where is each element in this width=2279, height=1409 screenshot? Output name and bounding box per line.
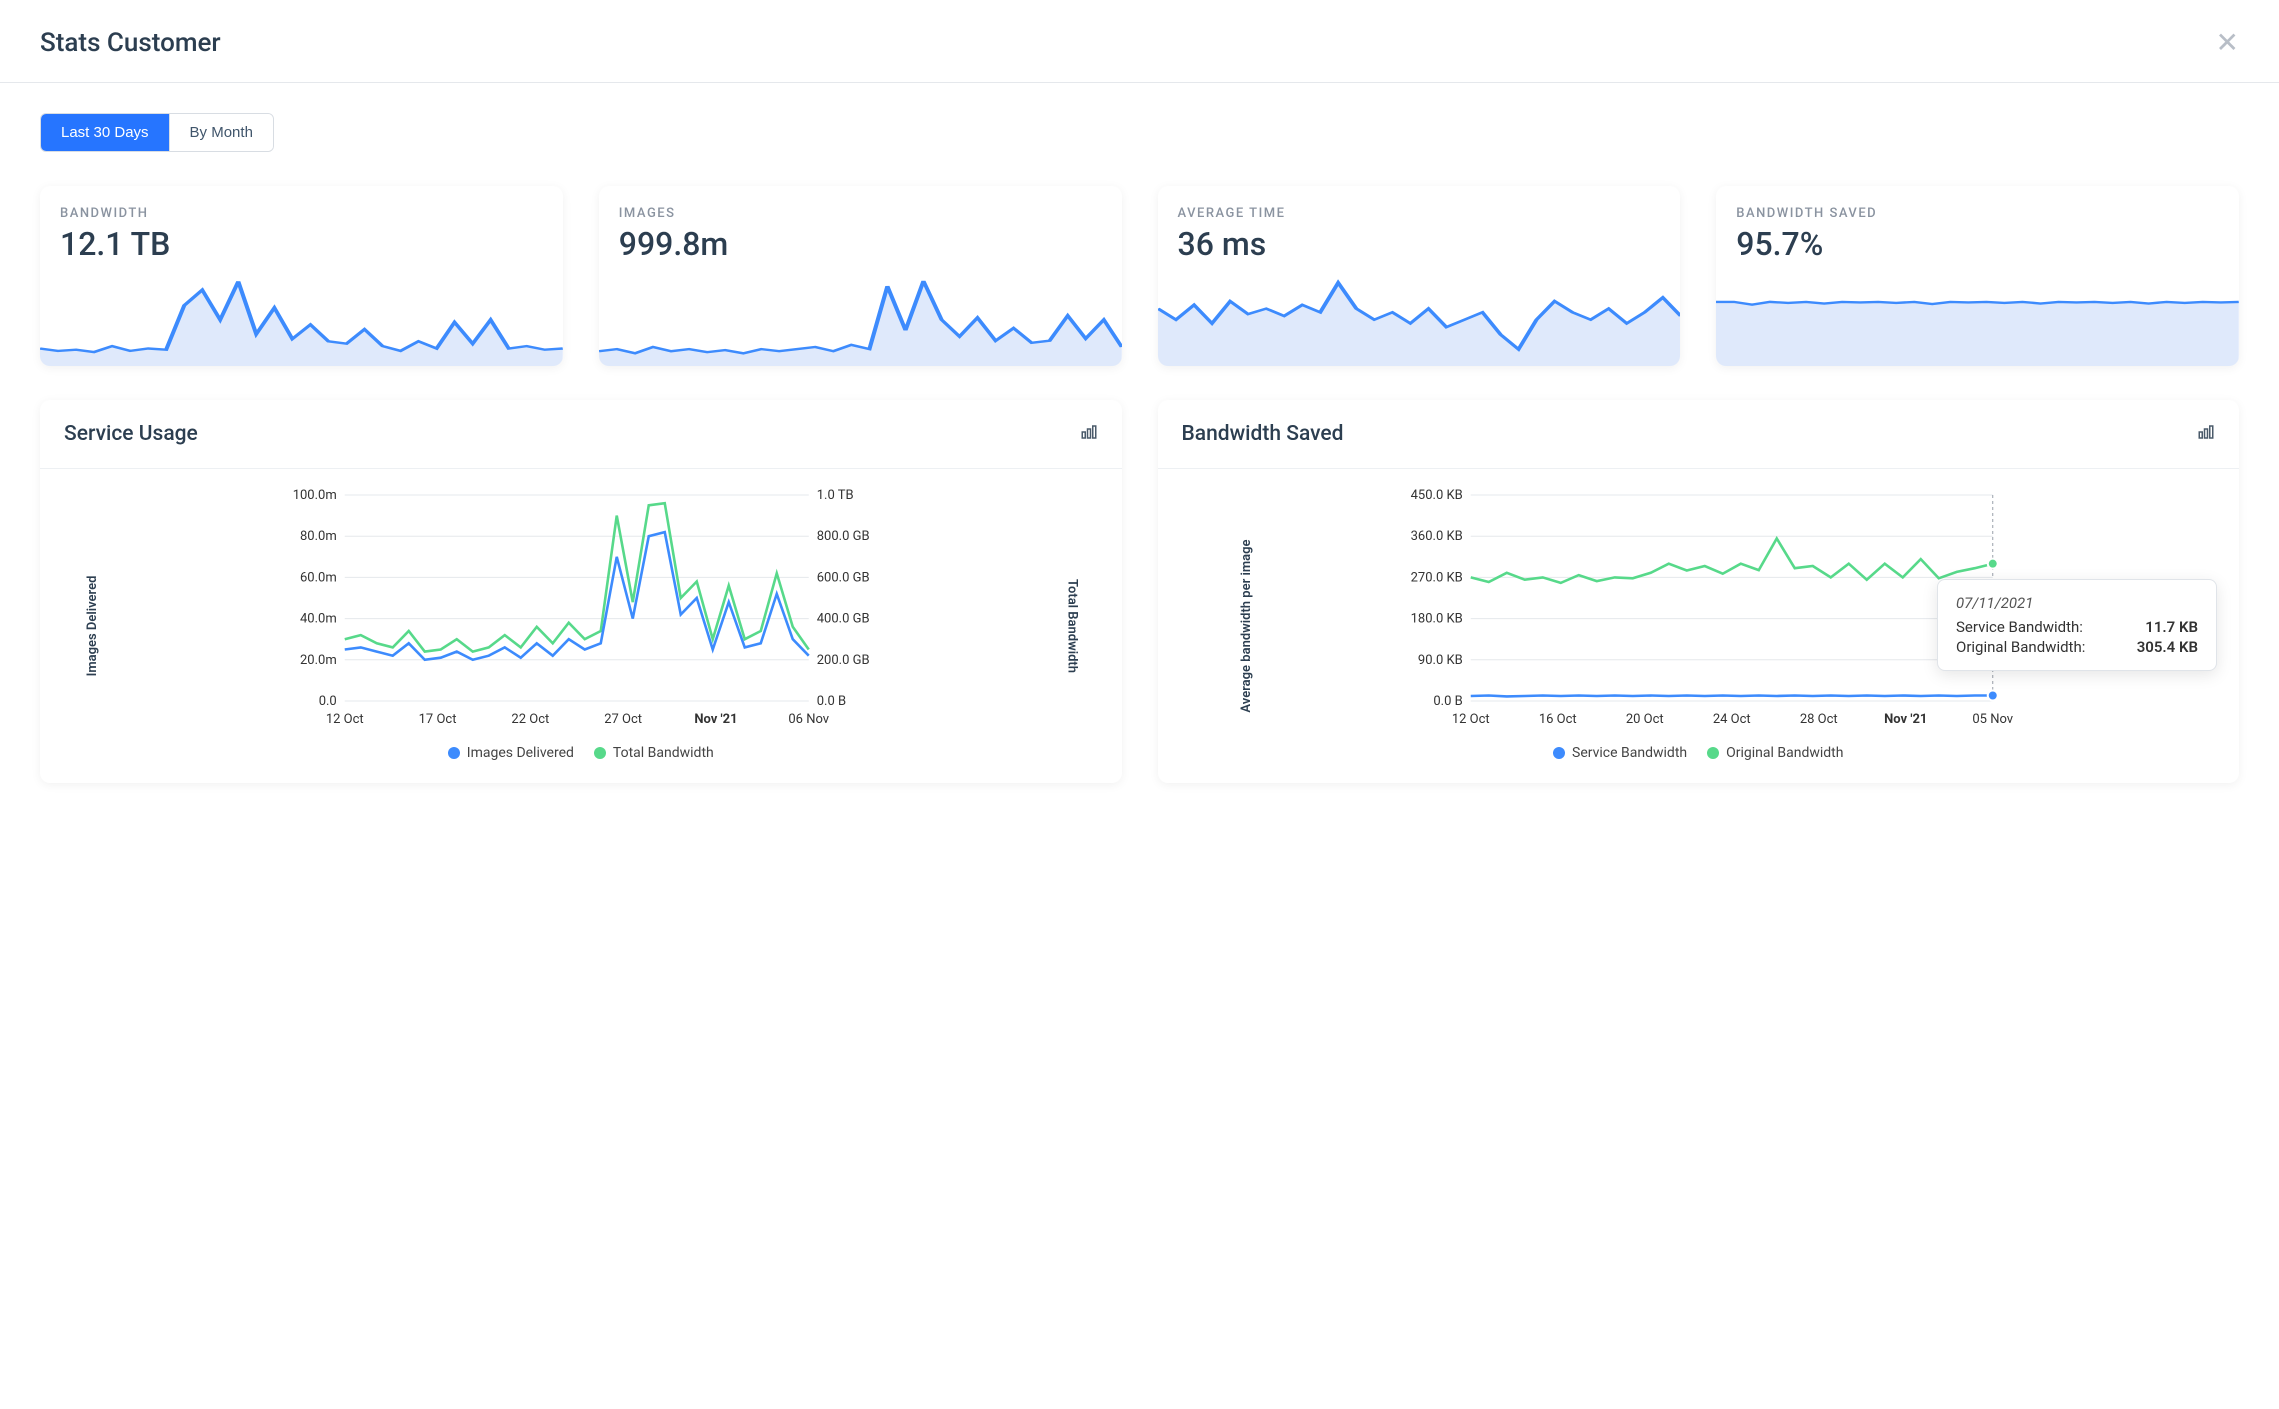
svg-text:05 Nov: 05 Nov xyxy=(1972,712,2013,727)
svg-text:17 Oct: 17 Oct xyxy=(419,712,457,727)
chart-menu-icon[interactable] xyxy=(1080,423,1098,445)
svg-text:1.0 TB: 1.0 TB xyxy=(817,488,854,503)
legend-item[interactable]: Original Bandwidth xyxy=(1707,745,1843,761)
close-button[interactable]: ✕ xyxy=(2216,29,2239,57)
legend-label: Service Bandwidth xyxy=(1572,745,1687,761)
svg-text:180.0 KB: 180.0 KB xyxy=(1410,612,1462,627)
legend-dot-icon xyxy=(448,747,460,759)
sparkline xyxy=(1158,276,1681,366)
svg-text:12 Oct: 12 Oct xyxy=(326,712,364,727)
svg-text:0.0 B: 0.0 B xyxy=(817,694,846,709)
page-title: Stats Customer xyxy=(40,28,221,58)
toggle-by-month[interactable]: By Month xyxy=(169,114,273,151)
stat-label: IMAGES xyxy=(599,186,1122,225)
stat-value: 95.7% xyxy=(1716,225,2239,263)
service-usage-legend: Images Delivered Total Bandwidth xyxy=(64,745,1098,761)
legend-label: Total Bandwidth xyxy=(613,745,714,761)
tooltip-label: Original Bandwidth: xyxy=(1956,638,2085,656)
tooltip-date: 07/11/2021 xyxy=(1956,594,2198,612)
tooltip-label: Service Bandwidth: xyxy=(1956,618,2083,636)
legend-item[interactable]: Total Bandwidth xyxy=(594,745,714,761)
stat-value: 12.1 TB xyxy=(40,225,563,263)
stat-label: AVERAGE TIME xyxy=(1158,186,1681,225)
svg-text:20.0m: 20.0m xyxy=(300,653,337,668)
legend-item[interactable]: Images Delivered xyxy=(448,745,574,761)
svg-text:800.0 GB: 800.0 GB xyxy=(817,529,870,544)
stat-card-bw-saved: BANDWIDTH SAVED95.7% xyxy=(1716,186,2239,366)
stat-cards-row: BANDWIDTH12.1 TBIMAGES999.8mAVERAGE TIME… xyxy=(40,186,2239,366)
tooltip-value: 11.7 KB xyxy=(2145,618,2198,636)
svg-text:Nov '21: Nov '21 xyxy=(694,712,737,727)
legend-dot-icon xyxy=(594,747,606,759)
bandwidth-saved-card: Bandwidth Saved Average bandwidth per im… xyxy=(1158,400,2240,783)
chart-menu-icon[interactable] xyxy=(2197,423,2215,445)
modal-header: Stats Customer ✕ xyxy=(0,0,2279,83)
svg-text:450.0 KB: 450.0 KB xyxy=(1410,488,1462,503)
svg-text:24 Oct: 24 Oct xyxy=(1712,712,1750,727)
svg-text:16 Oct: 16 Oct xyxy=(1538,712,1576,727)
svg-text:100.0m: 100.0m xyxy=(293,488,337,503)
svg-text:40.0m: 40.0m xyxy=(300,612,337,627)
svg-text:22 Oct: 22 Oct xyxy=(511,712,549,727)
legend-dot-icon xyxy=(1707,747,1719,759)
svg-text:27 Oct: 27 Oct xyxy=(604,712,642,727)
sparkline xyxy=(40,276,563,366)
stat-label: BANDWIDTH xyxy=(40,186,563,225)
svg-text:12 Oct: 12 Oct xyxy=(1451,712,1489,727)
y-axis-left-label: Images Delivered xyxy=(85,576,100,677)
chart-tooltip: 07/11/2021 Service Bandwidth: 11.7 KB Or… xyxy=(1937,579,2217,671)
stat-label: BANDWIDTH SAVED xyxy=(1716,186,2239,225)
svg-text:0.0: 0.0 xyxy=(319,694,337,709)
stat-card-images: IMAGES999.8m xyxy=(599,186,1122,366)
chart-title: Bandwidth Saved xyxy=(1182,422,1344,446)
service-usage-card: Service Usage Images Delivered Total Ban… xyxy=(40,400,1122,783)
legend-item[interactable]: Service Bandwidth xyxy=(1553,745,1687,761)
legend-label: Images Delivered xyxy=(467,745,574,761)
svg-text:360.0 KB: 360.0 KB xyxy=(1410,529,1462,544)
svg-text:600.0 GB: 600.0 GB xyxy=(817,570,870,585)
stat-value: 36 ms xyxy=(1158,225,1681,263)
modal-body: Last 30 Days By Month BANDWIDTH12.1 TBIM… xyxy=(0,83,2279,833)
chart-row: Service Usage Images Delivered Total Ban… xyxy=(40,400,2239,783)
stats-modal: Stats Customer ✕ Last 30 Days By Month B… xyxy=(0,0,2279,833)
svg-text:80.0m: 80.0m xyxy=(300,529,337,544)
tooltip-value: 305.4 KB xyxy=(2137,638,2198,656)
legend-dot-icon xyxy=(1553,747,1565,759)
stat-value: 999.8m xyxy=(599,225,1122,263)
svg-text:06 Nov: 06 Nov xyxy=(788,712,829,727)
y-axis-label: Average bandwidth per image xyxy=(1239,539,1254,712)
svg-text:90.0 KB: 90.0 KB xyxy=(1417,653,1462,668)
sparkline xyxy=(1716,276,2239,366)
svg-text:60.0m: 60.0m xyxy=(300,570,337,585)
bandwidth-saved-legend: Service Bandwidth Original Bandwidth xyxy=(1182,745,2216,761)
date-range-toggle: Last 30 Days By Month xyxy=(40,113,274,152)
svg-text:270.0 KB: 270.0 KB xyxy=(1410,570,1462,585)
legend-label: Original Bandwidth xyxy=(1726,745,1843,761)
y-axis-right-label: Total Bandwidth xyxy=(1065,579,1080,673)
service-usage-plot: 0.0 0.0 B 20.0m 200.0 GB 40.0m 400.0 GB 60.0m 6… xyxy=(64,485,1098,735)
svg-text:200.0 GB: 200.0 GB xyxy=(817,653,870,668)
svg-text:Nov '21: Nov '21 xyxy=(1884,712,1927,727)
svg-text:28 Oct: 28 Oct xyxy=(1799,712,1837,727)
svg-text:0.0 B: 0.0 B xyxy=(1433,694,1462,709)
chart-title: Service Usage xyxy=(64,422,198,446)
toggle-last-30-days[interactable]: Last 30 Days xyxy=(41,114,169,151)
stat-card-bandwidth: BANDWIDTH12.1 TB xyxy=(40,186,563,366)
stat-card-avg-time: AVERAGE TIME36 ms xyxy=(1158,186,1681,366)
svg-text:20 Oct: 20 Oct xyxy=(1625,712,1663,727)
sparkline xyxy=(599,276,1122,366)
svg-text:400.0 GB: 400.0 GB xyxy=(817,612,870,627)
